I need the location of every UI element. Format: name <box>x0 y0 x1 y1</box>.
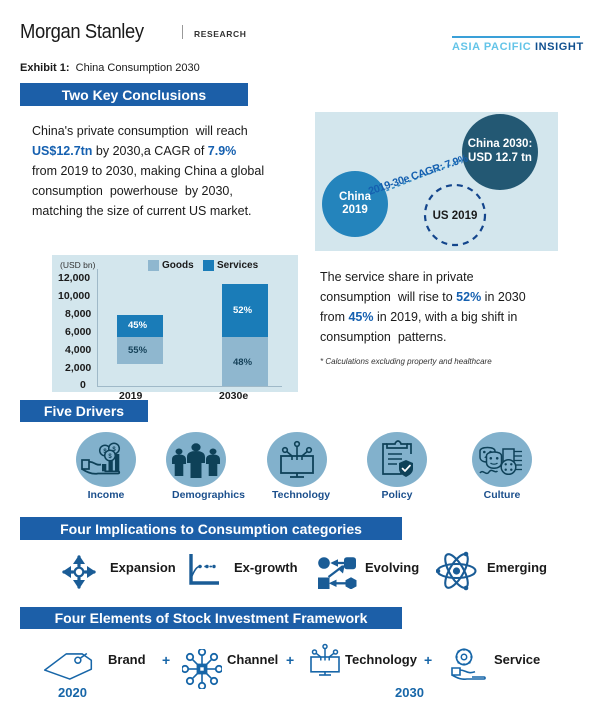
svg-text:China: China <box>339 191 372 203</box>
svg-text:2019-30e CAGR: 7.9%: 2019-30e CAGR: 7.9% <box>367 152 470 197</box>
svg-text:2019: 2019 <box>342 204 368 216</box>
svg-text:US 2019: US 2019 <box>433 210 478 222</box>
svg-text:USD 12.7 tn: USD 12.7 tn <box>468 152 532 164</box>
svg-text:China 2030:: China 2030: <box>468 138 533 150</box>
